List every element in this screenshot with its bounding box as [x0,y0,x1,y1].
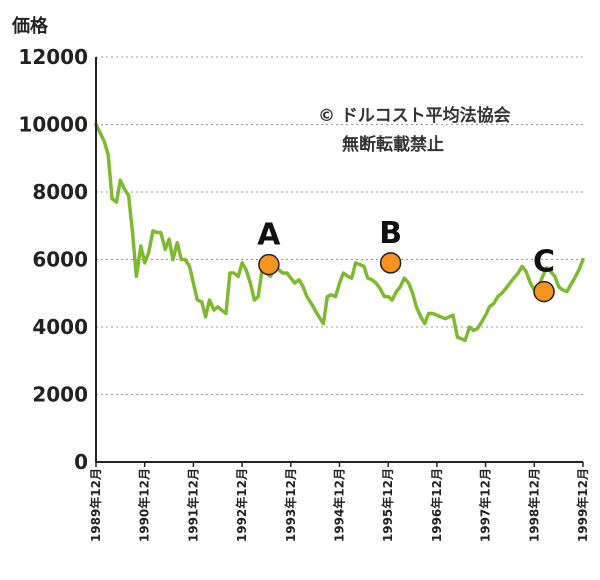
y-axis-label: 価格 [11,15,49,37]
marker-point-a [258,253,280,276]
x-tick-label: 1990年12月 [137,468,152,542]
marker-point-b [379,252,402,274]
grid-lines [96,56,583,395]
marker-point-c [533,280,555,303]
y-tick-label: 8000 [32,180,88,204]
series-layer [94,122,585,343]
x-tick-label: 1991年12月 [185,468,200,542]
marker-label-b: B [379,216,402,251]
copyright-notice: © ドルコスト平均法協会 [318,105,511,126]
x-tick-label: 1992年12月 [234,468,249,542]
x-tick-label: 1995年12月 [380,468,395,542]
y-tick-label: 10000 [18,113,88,137]
y-tick-labels: 0 2000 4000 6000 8000 10000 12000 [18,45,88,474]
x-tick-label: 1996年12月 [429,468,444,542]
y-tick-label: 12000 [18,45,88,69]
x-tick-label: 1989年12月 [88,468,103,542]
marker-layer: A B C [257,216,555,303]
x-tick-label: 1994年12月 [332,468,347,542]
y-tick-label: 2000 [32,383,88,407]
x-tick-label: 1997年12月 [478,468,493,542]
marker-label-c: C [533,245,555,280]
x-tick-labels: 1989年12月 1990年12月 1991年12月 1992年12月 1993年12月… [88,462,590,542]
x-tick-label: 1999年12月 [575,468,590,542]
price-series-line [94,122,585,343]
x-tick-label: 1993年12月 [283,468,298,542]
y-tick-label: 6000 [32,248,88,272]
y-tick-label: 4000 [32,315,88,339]
x-tick-label: 1998年12月 [526,468,541,542]
y-tick-label: 0 [74,450,88,474]
marker-label-a: A [257,218,281,253]
reprint-prohibited-notice: 無断転載禁止 [342,134,444,155]
